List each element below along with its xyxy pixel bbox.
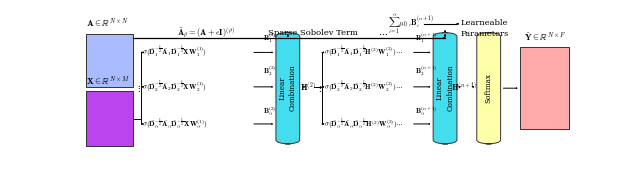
Text: $\vdots$: $\vdots$ [317, 83, 322, 94]
Text: Linear
Combination: Linear Combination [278, 65, 297, 111]
Text: $\mathbf{B}_2^{(2)}$: $\mathbf{B}_2^{(2)}$ [263, 65, 276, 78]
Text: $\sum_{i=1}^{\alpha}\mu_{0,i}\mathbf{B}_i^{(n+1)}$: $\sum_{i=1}^{\alpha}\mu_{0,i}\mathbf{B}_… [388, 12, 433, 36]
Text: $\mathbf{B}_1^{(n+1)}$: $\mathbf{B}_1^{(n+1)}$ [415, 32, 437, 45]
Bar [86, 91, 133, 146]
FancyBboxPatch shape [433, 33, 457, 144]
Text: Parameters: Parameters [461, 30, 509, 38]
Text: Learneable: Learneable [461, 19, 508, 27]
Text: $\hat{\mathbf{Y}} \in \mathbb{R}^{N \times F}$: $\hat{\mathbf{Y}} \in \mathbb{R}^{N \tim… [524, 31, 566, 43]
Text: $\sigma(\bar{\mathbf{D}}_2^{-\frac{1}{2}}\bar{\mathbf{A}}_2\bar{\mathbf{D}}_2^{-: $\sigma(\bar{\mathbf{D}}_2^{-\frac{1}{2}… [324, 79, 403, 95]
Text: $\mathbf{A} \in \mathbb{R}^{N \times N}$: $\mathbf{A} \in \mathbb{R}^{N \times N}$ [86, 17, 129, 30]
Text: $\mathbf{B}_1^{(2)}$: $\mathbf{B}_1^{(2)}$ [263, 32, 276, 45]
Text: $\sigma(\bar{\mathbf{D}}_1^{-\frac{1}{2}}\bar{\mathbf{A}}_1\bar{\mathbf{D}}_1^{-: $\sigma(\bar{\mathbf{D}}_1^{-\frac{1}{2}… [143, 44, 207, 61]
Text: $\sigma(\bar{\mathbf{D}}_{\alpha}^{-\frac{1}{2}}\bar{\mathbf{A}}_{\alpha}\bar{\m: $\sigma(\bar{\mathbf{D}}_{\alpha}^{-\fra… [324, 116, 403, 132]
Bar [86, 34, 133, 87]
Text: $\vdots$: $\vdots$ [136, 83, 141, 94]
Text: $\mathbf{B}_2^{(n+1)}$: $\mathbf{B}_2^{(n+1)}$ [415, 65, 437, 78]
Text: $\mathbf{X} \in \mathbb{R}^{N \times M}$: $\mathbf{X} \in \mathbb{R}^{N \times M}$ [86, 75, 130, 88]
Text: $\mathbf{B}_{\alpha}^{(n+1)}$: $\mathbf{B}_{\alpha}^{(n+1)}$ [415, 105, 437, 117]
Text: $\cdots$: $\cdots$ [378, 29, 388, 38]
Text: $\tilde{\mathbf{A}}_{\rho} = (\mathbf{A} + \epsilon\mathbf{I})^{(\rho)}$: $\tilde{\mathbf{A}}_{\rho} = (\mathbf{A}… [177, 26, 235, 40]
Text: $\mathbf{H}^{(n+1)}$: $\mathbf{H}^{(n+1)}$ [451, 81, 477, 93]
FancyBboxPatch shape [276, 33, 300, 144]
FancyBboxPatch shape [477, 33, 500, 144]
Text: Linear
Combination: Linear Combination [436, 65, 454, 111]
Text: $\sigma(\bar{\mathbf{D}}_{\alpha}^{-\frac{1}{2}}\bar{\mathbf{A}}_{\alpha}\bar{\m: $\sigma(\bar{\mathbf{D}}_{\alpha}^{-\fra… [143, 116, 208, 132]
Bar [520, 47, 569, 129]
Text: $\sigma(\bar{\mathbf{D}}_1^{-\frac{1}{2}}\bar{\mathbf{A}}_1\bar{\mathbf{D}}_1^{-: $\sigma(\bar{\mathbf{D}}_1^{-\frac{1}{2}… [324, 44, 403, 61]
Text: Sparse Sobolev Term: Sparse Sobolev Term [269, 29, 358, 37]
Text: Softmax: Softmax [484, 73, 493, 103]
Text: $\mathbf{B}_{\alpha}^{(2)}$: $\mathbf{B}_{\alpha}^{(2)}$ [263, 105, 276, 117]
Text: $\sigma(\bar{\mathbf{D}}_2^{-\frac{1}{2}}\bar{\mathbf{A}}_2\bar{\mathbf{D}}_2^{-: $\sigma(\bar{\mathbf{D}}_2^{-\frac{1}{2}… [143, 79, 207, 95]
Text: $\mathbf{H}^{(2)}$: $\mathbf{H}^{(2)}$ [300, 81, 316, 93]
